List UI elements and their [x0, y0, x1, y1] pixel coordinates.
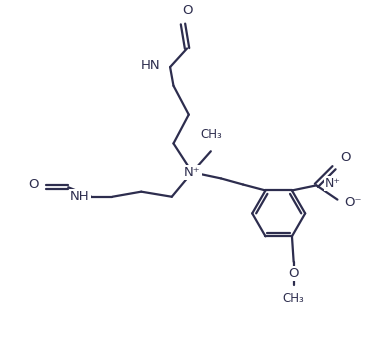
Text: O: O — [288, 267, 299, 280]
Text: N⁺: N⁺ — [325, 177, 341, 190]
Text: HN: HN — [141, 59, 161, 72]
Text: O: O — [340, 151, 351, 164]
Text: CH₃: CH₃ — [200, 128, 222, 141]
Text: NH: NH — [70, 190, 90, 203]
Text: N⁺: N⁺ — [184, 166, 201, 179]
Text: O⁻: O⁻ — [344, 196, 362, 209]
Text: CH₃: CH₃ — [283, 292, 305, 305]
Text: O: O — [182, 4, 192, 16]
Text: O: O — [28, 178, 39, 191]
